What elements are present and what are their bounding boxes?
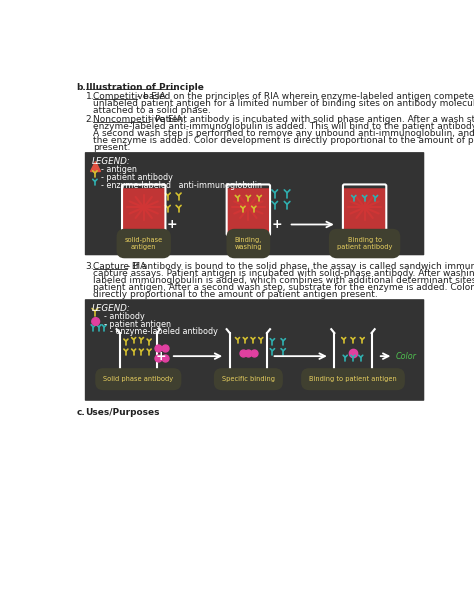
Text: +: + (272, 218, 283, 231)
Text: solid-phase
antigen: solid-phase antigen (125, 237, 163, 250)
FancyBboxPatch shape (85, 299, 424, 401)
Text: 3.: 3. (86, 262, 94, 271)
Text: LEGEND:: LEGEND: (92, 304, 131, 313)
Text: Binding to
patient antibody: Binding to patient antibody (337, 237, 392, 250)
FancyBboxPatch shape (85, 152, 424, 255)
Text: the enzyme is added. Color development is directly proportional to the amount of: the enzyme is added. Color development i… (93, 136, 474, 145)
Text: - antibody: - antibody (104, 312, 145, 321)
Text: - based on the principles of RIA wherein enzyme-labeled antigen competes with: - based on the principles of RIA wherein… (137, 92, 474, 101)
Text: present.: present. (93, 143, 131, 152)
FancyBboxPatch shape (122, 188, 165, 235)
Text: Solid phase antibody: Solid phase antibody (103, 376, 173, 382)
Text: - Patient antibody is incubated with solid phase antigen. After a wash step,: - Patient antibody is incubated with sol… (149, 115, 474, 124)
Text: - patient antibody: - patient antibody (101, 173, 173, 182)
Text: - If antibody is bound to the solid phase, the assay is called sandwich immunoas: - If antibody is bound to the solid phas… (128, 262, 474, 271)
Text: Binding to patient antigen: Binding to patient antigen (309, 376, 397, 382)
FancyBboxPatch shape (227, 188, 270, 235)
Text: labeled immunoglobulin is added, which combines with additional determinant site: labeled immunoglobulin is added, which c… (93, 276, 474, 285)
Text: Capture EIA: Capture EIA (93, 262, 146, 271)
Text: 2.: 2. (86, 115, 94, 124)
Text: - enzyme-labeled   anti-immunoglobulin: - enzyme-labeled anti-immunoglobulin (101, 181, 262, 191)
Text: capture assays. Patient antigen is incubated with solid-phase antibody. After wa: capture assays. Patient antigen is incub… (93, 269, 474, 278)
Text: b.: b. (76, 83, 86, 92)
Text: Binding,
washing: Binding, washing (235, 237, 262, 250)
Text: - enzyme-labeled antibody: - enzyme-labeled antibody (109, 327, 218, 336)
Text: enzyme-labeled anti-immunoglobulin is added. This will bind to the patient antib: enzyme-labeled anti-immunoglobulin is ad… (93, 122, 474, 131)
Text: directly proportional to the amount of patient antigen present.: directly proportional to the amount of p… (93, 290, 378, 299)
Text: Noncompetitive EIA: Noncompetitive EIA (93, 115, 182, 124)
FancyBboxPatch shape (343, 188, 386, 235)
Text: A second wash step is performed to remove any unbound anti-immunoglobulin, and s: A second wash step is performed to remov… (93, 129, 474, 138)
Text: patient antigen. After a second wash step, substrate for the enzyme is added. Co: patient antigen. After a second wash ste… (93, 283, 474, 292)
Text: c.: c. (76, 408, 85, 417)
Circle shape (92, 318, 100, 326)
Text: Color: Color (396, 352, 417, 360)
Text: - antigen: - antigen (101, 165, 137, 174)
Text: +: + (155, 349, 166, 363)
Text: - patient antigen: - patient antigen (104, 320, 171, 329)
Text: unlabeled patient antigen for a limited number of binding sites on antibody mole: unlabeled patient antigen for a limited … (93, 99, 474, 108)
Text: LEGEND:: LEGEND: (92, 157, 131, 166)
Text: Competitive EIA: Competitive EIA (93, 92, 166, 101)
Text: Uses/Purposes: Uses/Purposes (86, 408, 160, 417)
Text: attached to a solid phase.: attached to a solid phase. (93, 106, 211, 115)
Text: 1.: 1. (86, 92, 94, 101)
Text: +: + (166, 218, 177, 231)
Text: Illustration of Principle: Illustration of Principle (86, 83, 203, 92)
Text: Specific binding: Specific binding (222, 376, 275, 382)
